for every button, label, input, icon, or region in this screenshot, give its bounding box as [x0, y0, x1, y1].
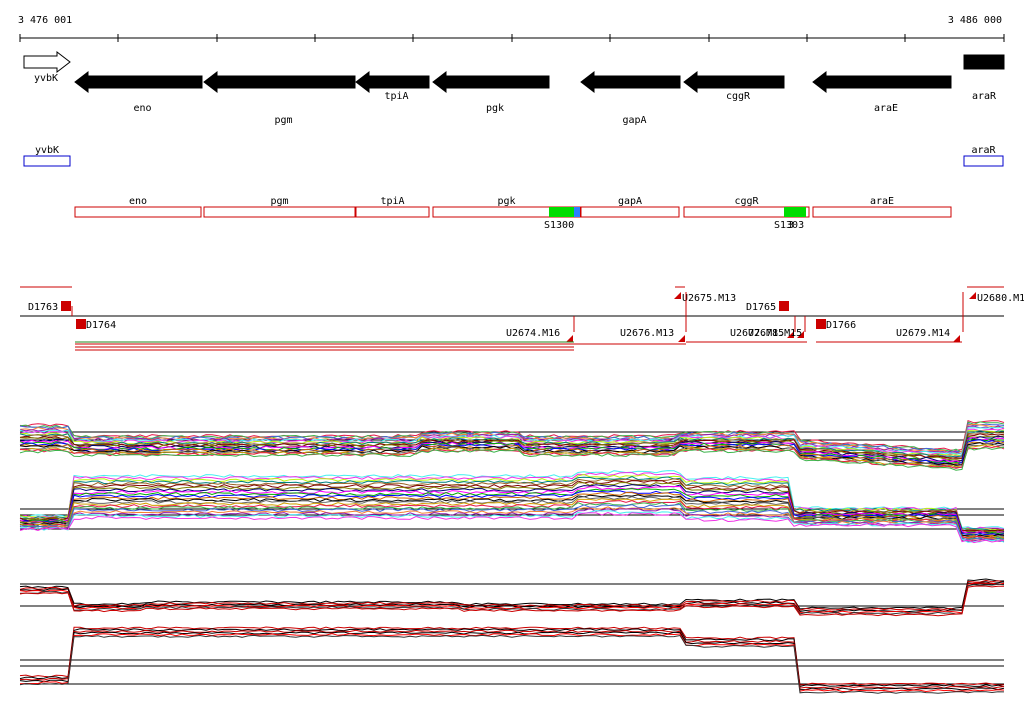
panel1-lower-series-7	[20, 484, 1005, 535]
gene-arrow-araE	[812, 70, 952, 94]
blue-box-yvbK	[23, 155, 71, 167]
panel1-lower-series-6	[19, 482, 1005, 534]
panel1-lower-series-20	[19, 510, 1005, 543]
panel1-upper-series-14	[19, 438, 1004, 464]
segment-label-U2675.M13: U2675.M13	[682, 293, 736, 304]
red-box-label-pgk: pgk	[497, 196, 515, 207]
red-box-araE	[812, 206, 952, 218]
red-box-pgm	[203, 206, 356, 218]
panel1-lower-series-14	[19, 498, 1004, 539]
segment-label-U2676.M13: U2676.M13	[620, 328, 674, 339]
gene-label-pgk: pgk	[486, 103, 504, 114]
site-label-S1303: S1303	[774, 220, 804, 231]
segment-label-D1764: D1764	[86, 320, 116, 331]
panel1-lower-series-8	[19, 485, 1005, 535]
panel2-lower-series-2	[19, 629, 1005, 689]
panel1-lower-series-16	[19, 502, 1005, 541]
gene-arrow-gapA	[580, 70, 681, 94]
segment-marker-U2679.M14	[953, 335, 960, 342]
blue-box-label-araR: araR	[971, 145, 996, 156]
panel2-lower-series-1	[19, 628, 1005, 688]
panel1-lower-series-0	[19, 470, 1005, 530]
red-box-label-gapA: gapA	[618, 196, 642, 207]
segment-label-D1763: D1763	[28, 302, 58, 313]
red-box-cggR	[683, 206, 810, 218]
site-label-S1300: S1300	[544, 220, 574, 231]
segment-marker-U2676.M13	[678, 335, 685, 342]
segment-marker-U2674.M16	[566, 335, 573, 342]
blue-box-araR	[963, 155, 1004, 167]
gene-label-eno: eno	[133, 103, 151, 114]
segment-marker-D1764	[76, 319, 86, 329]
panel1-lower-series-4	[19, 478, 1005, 533]
red-box-tpiA	[355, 206, 430, 218]
panel1-lower-series-18	[19, 506, 1005, 542]
panel1-upper-series-6	[19, 427, 1005, 458]
segment-label-U2674.M16: U2674.M16	[506, 328, 560, 339]
panel2-lower-series-4	[19, 633, 1005, 693]
gene-label-gapA: gapA	[622, 115, 646, 126]
segment-marker-D1765	[779, 301, 789, 311]
panel2-lower-series-0	[19, 626, 1005, 686]
panel2-upper-series-5	[19, 585, 1004, 617]
gene-arrow-eno	[74, 70, 203, 94]
panel1-lower-series-5	[19, 479, 1005, 532]
segment-marker-U2678.M15	[797, 331, 804, 338]
gene-arrow-pgk	[432, 70, 550, 94]
segment-marker-U2680.M1	[969, 292, 976, 299]
gene-arrow-yvbK	[23, 50, 71, 74]
panel2-lower-series-5	[19, 634, 1005, 694]
gene-arrow-pgm	[203, 70, 356, 94]
segment-label-D1766: D1766	[826, 320, 856, 331]
panel2-upper-series-2	[19, 581, 1005, 613]
segment-marker-D1763	[61, 301, 71, 311]
gene-label-pgm: pgm	[274, 115, 292, 126]
coordinate-end: 3 486 000	[948, 15, 1002, 26]
gene-arrow-tpiA	[355, 70, 430, 94]
red-box-label-cggR: cggR	[734, 196, 759, 207]
blue-box-label-yvbK: yvbK	[35, 145, 59, 156]
segment-marker-D1766	[816, 319, 826, 329]
panel1-lower-series-12	[19, 494, 1005, 538]
site-box-S1300-blue	[574, 207, 580, 217]
gene-arrow-cggR	[683, 70, 785, 94]
panel2-lower-series-3	[19, 631, 1005, 691]
panel1-lower-series-11	[19, 491, 1005, 537]
red-box-label-pgm: pgm	[270, 196, 288, 207]
segment-marker-U2677.M15	[787, 331, 794, 338]
coordinate-start: 3 476 001	[18, 15, 72, 26]
panel1-lower-series-17	[19, 503, 1005, 541]
segment-label-U2677.M15: U2677.M15	[730, 328, 784, 339]
gene-label-tpiA: tpiA	[384, 91, 408, 102]
site-label-overlap: 3	[788, 220, 794, 231]
segment-label-D1765: D1765	[746, 302, 776, 313]
gene-label-cggR: cggR	[726, 91, 751, 102]
site-box-S1300	[549, 207, 574, 217]
segment-label-U2680.M1: U2680.M1	[977, 293, 1024, 304]
panel1-lower-series-21	[19, 511, 1005, 544]
segment-marker-U2675.M13	[674, 292, 681, 299]
panel1-lower-series-15	[19, 500, 1005, 540]
red-box-label-eno: eno	[129, 196, 147, 207]
red-box-label-araE: araE	[870, 196, 894, 207]
panel1-upper-series-21	[19, 446, 1005, 471]
gene-label-yvbK: yvbK	[34, 73, 58, 84]
gene-label-araR: araR	[972, 91, 997, 102]
panel1-lower-series-3	[19, 476, 1005, 532]
segment-label-U2678.M15: U2678.M15	[748, 328, 802, 339]
gene-label-araE: araE	[874, 103, 898, 114]
panel2-upper-series-4	[19, 583, 1005, 615]
red-box-gapA	[580, 206, 680, 218]
site-box-S1303	[784, 207, 806, 217]
gene-arrow-araR	[963, 54, 1005, 70]
red-box-eno	[74, 206, 202, 218]
red-box-label-tpiA: tpiA	[380, 196, 404, 207]
panel1-upper-series-16	[19, 440, 1005, 466]
segment-label-U2679.M14: U2679.M14	[896, 328, 950, 339]
